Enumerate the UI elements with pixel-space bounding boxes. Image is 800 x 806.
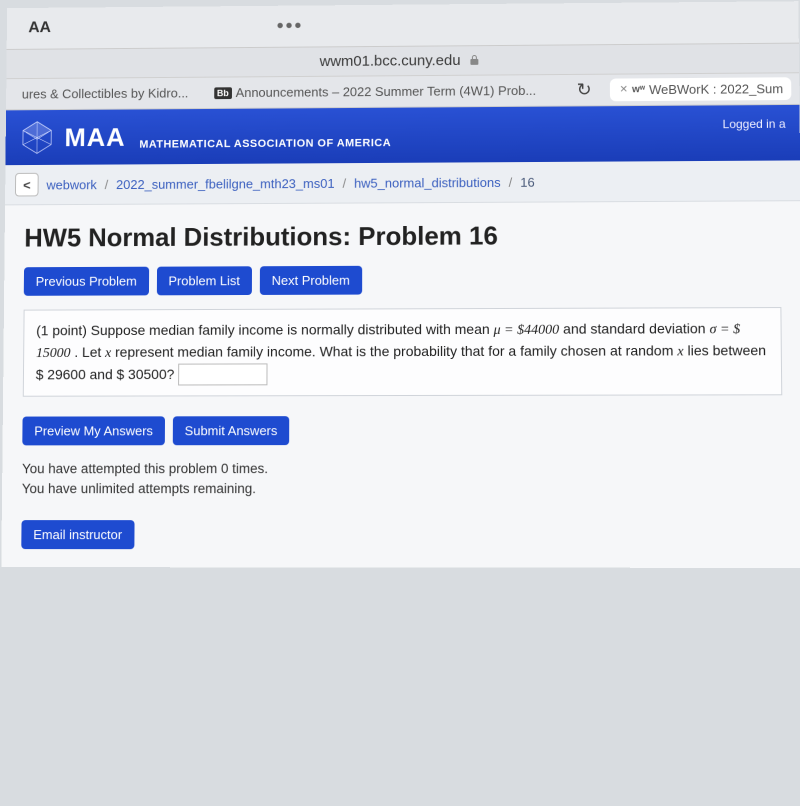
breadcrumb: < webwork / 2022_summer_fbelilgne_mth23_…	[5, 160, 800, 205]
tab-collectibles[interactable]: ures & Collectibles by Kidro...	[14, 82, 196, 106]
x-var: x	[677, 344, 683, 359]
answer-actions: Preview My Answers Submit Answers	[22, 415, 782, 445]
previous-problem-button[interactable]: Previous Problem	[24, 267, 149, 296]
attempt-info: You have attempted this problem 0 times.…	[22, 459, 784, 500]
problem-text: . Let	[74, 344, 105, 360]
back-button[interactable]: <	[15, 173, 39, 197]
attempt-count: You have attempted this problem 0 times.	[22, 459, 783, 480]
maa-logo-icon	[19, 120, 55, 155]
attempt-remaining: You have unlimited attempts remaining.	[22, 479, 784, 500]
webwork-icon: ᴡʷ	[632, 84, 645, 95]
email-instructor-button[interactable]: Email instructor	[21, 520, 134, 549]
site-header: MAA MATHEMATICAL ASSOCIATION OF AMERICA …	[5, 105, 800, 165]
answer-input[interactable]	[178, 363, 267, 385]
url-text: wwm01.bcc.cuny.edu	[320, 52, 461, 70]
problem-text: and standard deviation	[563, 320, 710, 336]
problem-statement: (1 point) Suppose median family income i…	[23, 307, 782, 397]
problem-text: represent median family income. What is …	[115, 342, 677, 359]
page-title: HW5 Normal Distributions: Problem 16	[24, 219, 781, 253]
bc-problem-number: 16	[520, 174, 534, 189]
bc-webwork[interactable]: webwork	[46, 177, 97, 192]
x-var: x	[105, 346, 111, 361]
problem-text: (1 point) Suppose median family income i…	[36, 321, 493, 338]
brand-subtitle: MATHEMATICAL ASSOCIATION OF AMERICA	[139, 137, 391, 154]
tab-label: WeBWorK : 2022_Sum	[649, 81, 783, 97]
submit-answers-button[interactable]: Submit Answers	[173, 416, 290, 445]
bc-sep: /	[509, 174, 513, 189]
tab-label: Announcements – 2022 Summer Term (4W1) P…	[236, 83, 537, 100]
lock-icon	[469, 53, 481, 65]
more-icon[interactable]: •••	[277, 15, 304, 38]
next-problem-button[interactable]: Next Problem	[260, 266, 362, 295]
bc-set[interactable]: hw5_normal_distributions	[354, 175, 501, 191]
problem-nav: Previous Problem Problem List Next Probl…	[24, 264, 781, 296]
mu-value: μ = $44000	[494, 323, 560, 338]
tab-webwork[interactable]: ✕ ᴡʷ WeBWorK : 2022_Sum	[610, 77, 792, 101]
browser-toolbar: AA •••	[7, 1, 799, 50]
bc-sep: /	[105, 177, 109, 192]
main-content: HW5 Normal Distributions: Problem 16 Pre…	[1, 201, 800, 567]
bc-course[interactable]: 2022_summer_fbelilgne_mth23_ms01	[116, 176, 334, 192]
brand-name: MAA	[64, 122, 125, 153]
tab-label: ures & Collectibles by Kidro...	[22, 86, 189, 102]
preview-answers-button[interactable]: Preview My Answers	[22, 416, 165, 445]
login-status: Logged in a	[722, 115, 785, 131]
blackboard-icon: Bb	[214, 87, 232, 99]
refresh-icon[interactable]: ↻	[569, 80, 600, 101]
problem-list-button[interactable]: Problem List	[156, 266, 251, 295]
text-size-button[interactable]: AA	[18, 15, 60, 41]
bc-sep: /	[342, 175, 346, 190]
close-icon[interactable]: ✕	[620, 84, 628, 95]
tab-announcements[interactable]: Bb Announcements – 2022 Summer Term (4W1…	[206, 79, 544, 104]
